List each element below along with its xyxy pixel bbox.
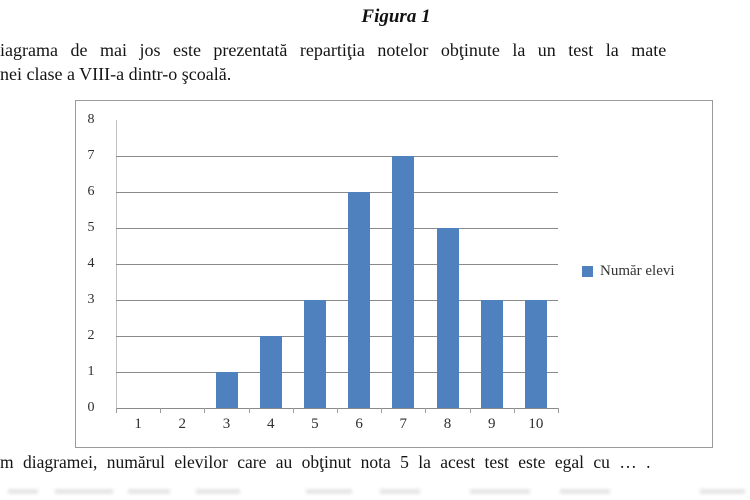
legend-label: Număr elevi: [600, 263, 675, 279]
gridline: [116, 372, 558, 373]
intro-text-line1: iagrama de mai jos este prezentată repar…: [0, 40, 667, 60]
y-axis-tick-label: 8: [87, 112, 95, 127]
y-axis-tick-label: 1: [87, 364, 95, 379]
faded-text-fragment: [700, 489, 745, 494]
bar: [215, 372, 238, 408]
y-axis-tick-label: 7: [87, 148, 95, 163]
gridline: [116, 300, 558, 301]
faded-text-fragment: [306, 489, 352, 494]
gridline: [116, 264, 558, 265]
x-axis-tick: [469, 408, 471, 413]
x-axis-tick-label: 8: [443, 416, 452, 432]
bar: [303, 300, 326, 408]
x-axis-tick-label: 9: [487, 416, 496, 432]
chart-legend: Număr elevi: [582, 263, 675, 280]
x-axis-tick: [558, 408, 559, 413]
faded-text-fragment: [560, 489, 610, 494]
legend-color-swatch: [582, 266, 593, 277]
x-axis-tick-label: 3: [222, 416, 231, 432]
faded-text-fragment: [196, 489, 240, 494]
x-axis-tick-label: 2: [178, 416, 187, 432]
y-axis-tick-label: 4: [87, 256, 95, 271]
x-axis-tick: [337, 408, 338, 413]
faded-text-fragment: [470, 489, 530, 494]
bar: [392, 156, 415, 408]
x-axis-tick-label: 6: [355, 416, 363, 432]
x-axis-tick: [381, 408, 383, 413]
x-axis-tick: [204, 408, 206, 413]
faded-text-fragment: [55, 489, 113, 494]
x-axis-tick-label: 7: [399, 416, 408, 432]
x-axis-tick-label: 5: [311, 416, 319, 432]
y-axis-tick-label: 2: [87, 328, 95, 343]
faded-text-fragment: [380, 489, 420, 494]
bar: [348, 192, 371, 408]
faded-text-fragment: [128, 489, 170, 494]
gridline: [116, 192, 558, 193]
plot-area: 0 1 2 3 4 5 6 7 8 1 2 3 4 5 6 7 8 9 10: [76, 101, 712, 447]
bar: [524, 300, 547, 408]
gridline: [116, 156, 558, 157]
x-axis-tick-label: 10: [528, 416, 544, 432]
x-axis-tick: [513, 408, 515, 413]
bar-chart: 0 1 2 3 4 5 6 7 8 1 2 3 4 5 6 7 8 9 10 Număr elevi: [75, 100, 713, 448]
x-axis-tick: [116, 408, 117, 413]
y-axis-tick-label: 6: [87, 184, 95, 199]
y-axis-tick-label: 5: [87, 220, 95, 235]
faded-text-fragment: [8, 489, 38, 494]
y-axis-tick-label: 3: [87, 292, 95, 307]
gridline: [116, 228, 558, 229]
x-axis-tick: [292, 408, 294, 413]
x-axis-tick: [248, 408, 250, 413]
y-axis-tick-label: 0: [87, 400, 95, 415]
x-axis-tick: [160, 408, 162, 413]
faded-next-line: [0, 487, 750, 500]
bar: [480, 300, 503, 408]
x-axis-tick-label: 1: [134, 416, 142, 432]
gridline: [116, 336, 558, 337]
intro-text-line2: nei clase a VIII-a dintr-o şcoală.: [0, 64, 232, 84]
question-text: m diagramei, numărul elevilor care au ob…: [0, 452, 651, 472]
bar: [259, 336, 282, 408]
x-axis-tick: [425, 408, 427, 413]
x-axis-tick-label: 4: [266, 416, 275, 432]
bar: [436, 228, 459, 408]
figure-title: Figura 1: [361, 6, 431, 27]
